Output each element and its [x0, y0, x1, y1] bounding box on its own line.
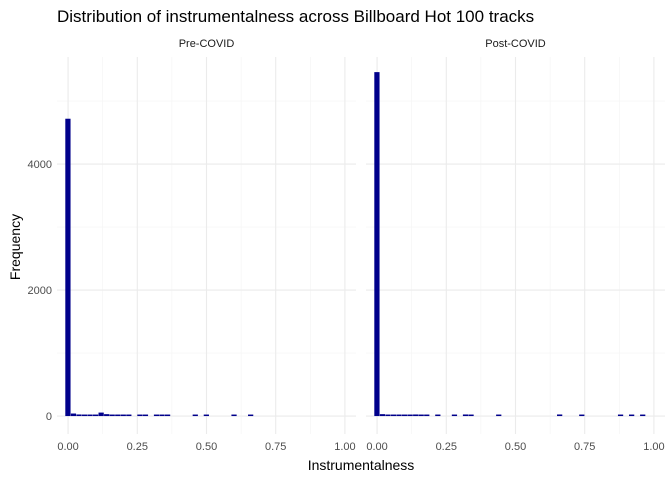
- y-tick-label: 0: [46, 411, 52, 423]
- x-tick-label: 0.50: [505, 441, 526, 453]
- x-tick-label: 0.50: [196, 441, 217, 453]
- histogram-bar: [115, 414, 121, 417]
- histogram-bar: [462, 414, 469, 417]
- histogram-bar: [142, 414, 149, 417]
- y-tick-label: 4000: [28, 159, 52, 171]
- x-tick-label: 0.00: [57, 441, 78, 453]
- x-tick-label: 0.75: [265, 441, 286, 453]
- histogram-bar: [248, 414, 254, 417]
- x-tick-label: 0.25: [127, 441, 148, 453]
- histogram-bar: [192, 414, 198, 417]
- facet-strip-label: Pre-COVID: [179, 38, 235, 50]
- histogram-bar: [390, 414, 397, 417]
- histogram-bar: [617, 414, 624, 417]
- histogram-bar: [468, 414, 474, 417]
- x-tick-label: 1.00: [334, 441, 355, 453]
- histogram-bar: [70, 413, 77, 417]
- histogram-bar: [374, 72, 380, 417]
- histogram-bar: [137, 414, 143, 417]
- histogram-bar: [159, 414, 165, 417]
- histogram-bar: [413, 414, 419, 417]
- histogram-bar: [401, 414, 408, 417]
- histogram-bar: [379, 414, 386, 417]
- histogram-bar: [629, 414, 635, 417]
- chart-title: Distribution of instrumentalness across …: [57, 7, 534, 26]
- histogram-bar: [640, 414, 646, 417]
- histogram-bar: [557, 414, 563, 417]
- histogram-bar: [104, 414, 110, 417]
- histogram-bar: [126, 414, 132, 417]
- histogram-bar: [231, 414, 237, 417]
- histogram-bar: [164, 414, 171, 417]
- histogram-bar: [87, 414, 93, 417]
- panels-layer: Pre-COVID 0.00 0.25 0.50 0.75 1.00 0 2000 4000 Po…: [28, 38, 665, 453]
- facet-panel-1: Pre-COVID 0.00 0.25 0.50 0.75 1.00 0 2000 4000: [28, 38, 356, 453]
- histogram-bar: [418, 414, 424, 417]
- histogram-bar: [396, 414, 402, 417]
- y-axis-title: Frequency: [7, 214, 23, 280]
- x-axis-title: Instrumentalness: [308, 457, 415, 473]
- histogram-bar: [424, 414, 430, 417]
- histogram-bar: [203, 414, 209, 417]
- histogram-bar: [65, 118, 71, 417]
- histogram-bar: [76, 414, 82, 417]
- histogram-bar: [496, 414, 502, 417]
- x-tick-label: 0.75: [574, 441, 595, 453]
- histogram-bar: [120, 414, 126, 417]
- histogram-bar: [385, 414, 391, 417]
- histogram-bar: [435, 414, 441, 417]
- facet-panel-2: Post-COVID 0.00 0.25 0.50 0.75 1.00: [366, 38, 665, 453]
- histogram-bar: [81, 414, 88, 417]
- x-tick-label: 0.25: [436, 441, 457, 453]
- histogram-bar: [98, 412, 104, 417]
- histogram-bar: [153, 414, 160, 417]
- x-tick-label: 1.00: [643, 441, 664, 453]
- y-tick-label: 2000: [28, 285, 52, 297]
- histogram-bar: [407, 414, 413, 417]
- histogram-bar: [451, 414, 458, 417]
- facet-strip-label: Post-COVID: [485, 38, 546, 50]
- histogram-bar: [109, 414, 115, 417]
- x-tick-label: 0.00: [366, 441, 387, 453]
- histogram-bar: [92, 414, 99, 417]
- histogram-bar: [579, 414, 585, 417]
